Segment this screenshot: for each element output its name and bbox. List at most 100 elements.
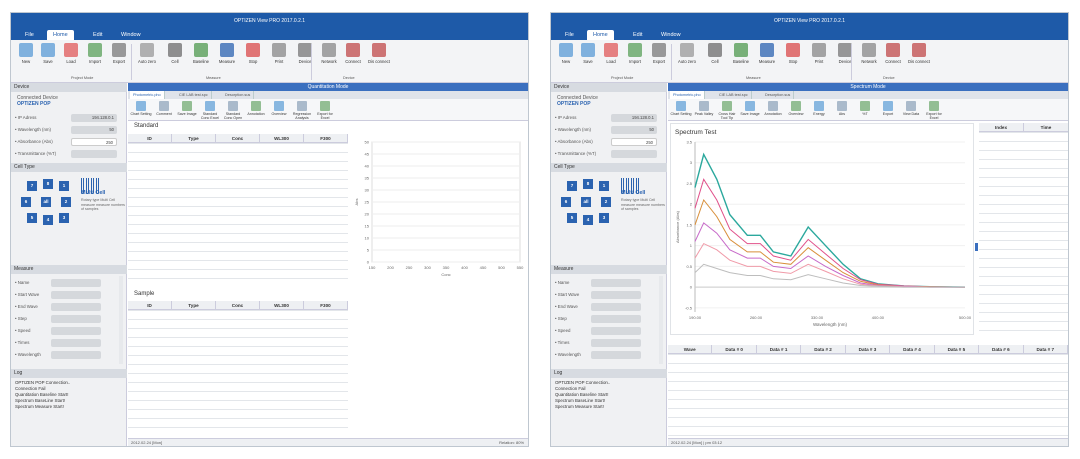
ribbon-btn-save[interactable]: Save — [36, 43, 60, 75]
measure-field[interactable] — [591, 327, 641, 335]
col-index[interactable]: Index — [979, 123, 1024, 132]
ip-field[interactable]: 194.128.0.1 — [611, 114, 657, 122]
menu-window[interactable]: Window — [121, 32, 141, 38]
ribbon-btn-dis-connect[interactable]: Dis connect — [367, 43, 391, 75]
cell-2[interactable]: 2 — [601, 197, 611, 207]
measure-field[interactable] — [51, 291, 101, 299]
toolbar-btn-cross-hair-tool-tip[interactable]: Cross Hair Tool Tip — [716, 101, 738, 120]
col-data-7[interactable]: Data # 7 — [1024, 345, 1068, 354]
sample-table[interactable] — [128, 310, 348, 430]
toolbar-btn-chart-setting[interactable]: Chart Setting — [670, 101, 692, 116]
toolbar-btn-%t[interactable]: %T — [854, 101, 876, 116]
measure-field[interactable] — [51, 303, 101, 311]
ip-field[interactable]: 194.128.0.1 — [71, 114, 117, 122]
col-data-5[interactable]: Data # 5 — [935, 345, 980, 354]
ribbon-btn-save[interactable]: Save — [576, 43, 600, 75]
col-type[interactable]: Type — [172, 134, 216, 143]
col-f300[interactable]: F300 — [304, 301, 348, 310]
absorbance-field[interactable]: 250 — [71, 138, 117, 146]
measure-scrollbar[interactable] — [659, 276, 663, 364]
measure-field[interactable] — [591, 339, 641, 347]
menu-file[interactable]: File — [25, 32, 34, 38]
cell-3[interactable]: 3 — [59, 213, 69, 223]
ribbon-btn-cell[interactable]: Cell — [703, 43, 727, 75]
toolbar-btn-export-for-excel[interactable]: Export for Excel — [314, 101, 336, 120]
cell-all[interactable]: all — [581, 197, 591, 207]
toolbar-btn-annotation[interactable]: Annotation — [245, 101, 267, 116]
measure-field[interactable] — [51, 315, 101, 323]
col-id[interactable]: ID — [128, 134, 172, 143]
col-f300[interactable]: F300 — [304, 134, 348, 143]
col-data-4[interactable]: Data # 4 — [890, 345, 935, 354]
measure-field[interactable] — [591, 291, 641, 299]
toolbar-btn-peak-valley[interactable]: Peak Valley — [693, 101, 715, 116]
cell-1[interactable]: 1 — [599, 181, 609, 191]
measure-field[interactable] — [591, 351, 641, 359]
menu-home[interactable]: Home — [587, 30, 614, 40]
toolbar-btn-save-image[interactable]: Save Image — [739, 101, 761, 116]
tab-desorption[interactable]: Desorption.sus — [222, 91, 255, 99]
toolbar-btn-standard-conc-open[interactable]: Standard Conc Open — [222, 101, 244, 120]
cell-2[interactable]: 2 — [61, 197, 71, 207]
cell-1[interactable]: 1 — [59, 181, 69, 191]
col-conc[interactable]: Conc — [216, 301, 260, 310]
measure-field[interactable] — [51, 279, 101, 287]
ribbon-btn-import[interactable]: Import — [623, 43, 647, 75]
measure-field[interactable] — [51, 339, 101, 347]
transmittance-field[interactable] — [611, 150, 657, 158]
menu-home[interactable]: Home — [47, 30, 74, 40]
absorbance-field[interactable]: 250 — [611, 138, 657, 146]
ribbon-btn-device[interactable]: Device — [833, 43, 857, 75]
toolbar-btn-chart-setting[interactable]: Chart Setting — [130, 101, 152, 116]
menu-file[interactable]: File — [565, 32, 574, 38]
ribbon-btn-baseline[interactable]: Baseline — [729, 43, 753, 75]
standard-table[interactable] — [128, 143, 348, 283]
splitter-handle[interactable] — [975, 243, 978, 251]
col-type[interactable]: Type — [172, 301, 216, 310]
col-wl300[interactable]: WL300 — [260, 301, 304, 310]
cell-4[interactable]: 4 — [43, 215, 53, 225]
menu-edit[interactable]: Edit — [633, 32, 643, 38]
ribbon-btn-export[interactable]: Export — [107, 43, 131, 75]
ribbon-btn-stop[interactable]: Stop — [241, 43, 265, 75]
ribbon-btn-load[interactable]: Load — [59, 43, 83, 75]
toolbar-btn-abs[interactable]: Abs — [831, 101, 853, 116]
ribbon-btn-auto-zero[interactable]: Auto zero — [675, 43, 699, 75]
toolbar-btn-view-data[interactable]: View Data — [900, 101, 922, 116]
col-wave[interactable]: Wave — [668, 345, 713, 354]
tab-cie-lab[interactable]: CIE LAB test.spc — [716, 91, 752, 99]
ribbon-btn-new[interactable]: New — [14, 43, 38, 75]
ribbon-btn-measure[interactable]: Measure — [755, 43, 779, 75]
data-table[interactable] — [668, 354, 1068, 440]
toolbar-btn-standard-conc-excel[interactable]: Standard Conc Excel — [199, 101, 221, 120]
ribbon-btn-export[interactable]: Export — [647, 43, 671, 75]
transmittance-field[interactable] — [71, 150, 117, 158]
cell-5[interactable]: 5 — [27, 213, 37, 223]
cell-8[interactable]: 8 — [43, 179, 53, 189]
menu-window[interactable]: Window — [661, 32, 681, 38]
measure-field[interactable] — [591, 279, 641, 287]
toolbar-btn-energy[interactable]: Energy — [808, 101, 830, 116]
ribbon-btn-load[interactable]: Load — [599, 43, 623, 75]
wavelength-field[interactable]: 50 — [611, 126, 657, 134]
cell-7[interactable]: 7 — [567, 181, 577, 191]
tab-photometric[interactable]: Photometric.pho — [670, 91, 705, 99]
wavelength-field[interactable]: 50 — [71, 126, 117, 134]
cell-5[interactable]: 5 — [567, 213, 577, 223]
measure-scrollbar[interactable] — [119, 276, 123, 364]
ribbon-btn-print[interactable]: Print — [267, 43, 291, 75]
ribbon-btn-auto-zero[interactable]: Auto zero — [135, 43, 159, 75]
cell-4[interactable]: 4 — [583, 215, 593, 225]
measure-field[interactable] — [51, 327, 101, 335]
col-id[interactable]: ID — [128, 301, 172, 310]
cell-all[interactable]: all — [41, 197, 51, 207]
col-conc[interactable]: Conc — [216, 134, 260, 143]
col-time[interactable]: Time — [1040, 125, 1052, 130]
measure-field[interactable] — [51, 351, 101, 359]
ribbon-btn-new[interactable]: New — [554, 43, 578, 75]
col-data-3[interactable]: Data # 3 — [846, 345, 891, 354]
ribbon-btn-dis-connect[interactable]: Dis connect — [907, 43, 931, 75]
ribbon-btn-import[interactable]: Import — [83, 43, 107, 75]
toolbar-btn-regression-analysis[interactable]: Regression Analysis — [291, 101, 313, 120]
ribbon-btn-stop[interactable]: Stop — [781, 43, 805, 75]
